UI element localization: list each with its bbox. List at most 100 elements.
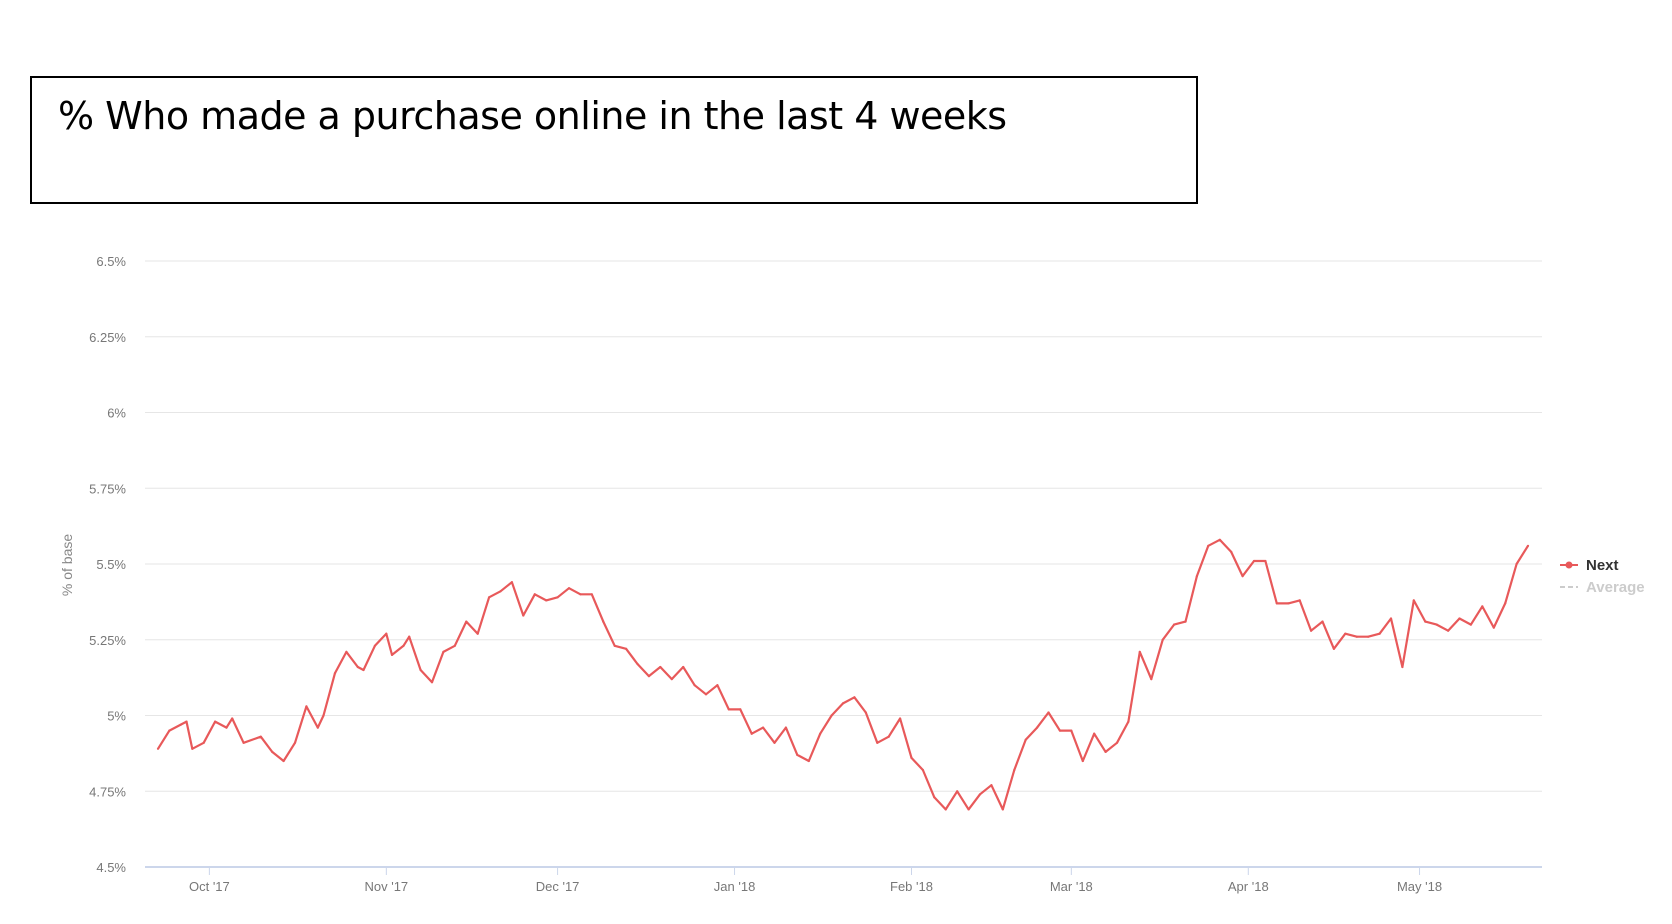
y-axis-ticks: 6.5% 6.25% 6% 5.75% 5.5% 5.25% 5% 4.75% 4.5%: [89, 254, 126, 875]
data-point: [305, 705, 308, 708]
data-point: [1367, 635, 1370, 638]
data-point: [704, 693, 708, 696]
data-point: [682, 665, 685, 669]
data-point: [784, 726, 788, 729]
data-point: [1252, 559, 1256, 563]
data-point: [819, 732, 822, 735]
data-point: [231, 717, 234, 720]
data-point: [1412, 599, 1415, 602]
data-point: [385, 632, 388, 635]
data-point: [1047, 711, 1050, 714]
data-point: [1230, 550, 1233, 554]
data-point: [1184, 620, 1187, 623]
data-point: [202, 741, 205, 744]
data-point: [1150, 678, 1153, 681]
data-point: [271, 750, 274, 754]
legend[interactable]: Next Average: [1560, 557, 1645, 596]
data-point: [967, 808, 970, 811]
data-point: [647, 675, 651, 678]
data-point: [1127, 720, 1130, 723]
data-point: [430, 681, 434, 684]
y-tick-label: 6%: [107, 406, 126, 421]
data-point: [876, 741, 879, 744]
data-point: [1447, 629, 1450, 632]
data-point: [168, 729, 171, 732]
series-line-next: [157, 538, 1529, 811]
legend-next-marker: [1565, 561, 1573, 569]
data-point: [1173, 623, 1176, 626]
data-point: [1492, 626, 1495, 629]
y-tick-label: 5%: [107, 709, 126, 724]
data-point: [1526, 544, 1530, 547]
data-point: [1298, 599, 1301, 602]
data-point: [1241, 575, 1244, 578]
data-point: [1070, 729, 1073, 732]
data-point: [1378, 632, 1381, 635]
data-point: [179, 723, 182, 726]
data-point: [362, 668, 365, 672]
data-point: [419, 668, 422, 672]
x-axis-ticks: Oct '17 Nov '17 Dec '17 Jan '18 Feb '18 Mar '…: [189, 867, 1442, 894]
data-point: [510, 581, 513, 584]
data-point: [841, 702, 845, 705]
data-point: [316, 726, 319, 729]
data-point: [933, 796, 936, 799]
data-point: [978, 793, 982, 796]
data-point: [242, 741, 245, 744]
data-point: [476, 632, 479, 635]
y-tick-label: 6.25%: [89, 330, 126, 345]
data-point: [402, 644, 405, 647]
data-point: [333, 672, 337, 675]
x-tick-label: Dec '17: [536, 879, 580, 894]
data-point: [499, 590, 502, 593]
data-point: [356, 665, 359, 669]
data-point: [1104, 750, 1107, 754]
data-point: [887, 735, 890, 738]
grid-lines: [145, 260, 1542, 868]
x-tick-label: Oct '17: [189, 879, 230, 894]
data-point: [899, 717, 902, 720]
data-point: [345, 650, 348, 654]
data-point: [659, 665, 662, 669]
title-box: % Who made a purchase online in the last…: [30, 76, 1198, 204]
data-point: [1469, 623, 1472, 626]
data-point: [293, 741, 297, 744]
data-point: [910, 756, 913, 760]
data-point: [408, 635, 411, 638]
data-point: [1036, 726, 1039, 729]
data-point: [670, 678, 673, 681]
data-point: [921, 768, 925, 772]
legend-item-next[interactable]: Next: [1560, 557, 1619, 574]
legend-item-average[interactable]: Average: [1560, 579, 1645, 596]
y-tick-label: 5.5%: [96, 557, 126, 572]
data-point: [1115, 741, 1119, 744]
data-point: [1401, 665, 1404, 669]
data-point: [1093, 732, 1096, 735]
data-point: [807, 759, 810, 763]
data-point: [1195, 575, 1198, 578]
data-point: [567, 587, 571, 590]
x-tick-label: Apr '18: [1228, 879, 1269, 894]
data-point: [750, 732, 753, 735]
x-tick-label: Nov '17: [364, 879, 408, 894]
data-point: [1424, 620, 1427, 623]
data-point: [613, 644, 616, 647]
x-tick-label: Mar '18: [1050, 879, 1093, 894]
data-point: [830, 714, 833, 717]
data-point: [442, 650, 445, 654]
data-point: [322, 714, 325, 717]
y-axis-label: % of base: [59, 534, 75, 596]
data-point: [533, 593, 536, 596]
data-point: [693, 684, 696, 687]
data-point: [1435, 623, 1438, 626]
data-point: [796, 753, 799, 757]
data-point: [1024, 738, 1027, 741]
data-point: [1310, 629, 1313, 632]
x-tick-label: Feb '18: [890, 879, 933, 894]
data-point: [1218, 538, 1221, 541]
data-point: [1515, 562, 1518, 566]
data-point: [1081, 759, 1084, 763]
data-point: [373, 644, 376, 647]
data-point: [185, 720, 188, 723]
